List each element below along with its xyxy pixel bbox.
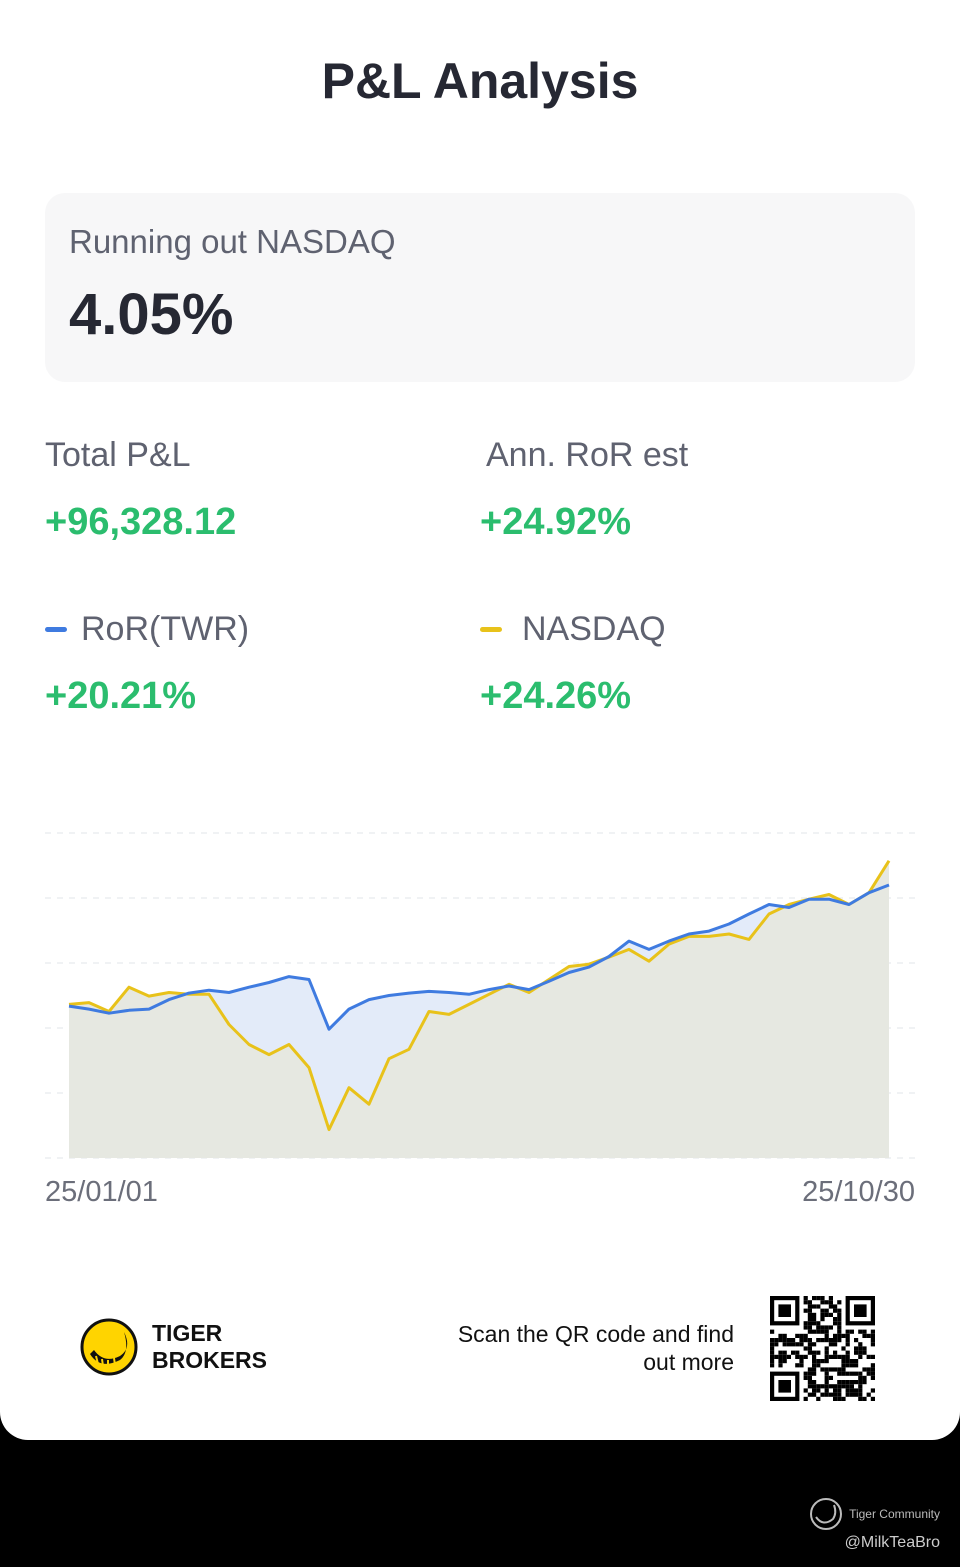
nasdaq-legend-swatch [480, 627, 502, 632]
total-pl-label: Total P&L [45, 436, 191, 474]
total-pl-value: +96,328.12 [45, 501, 237, 543]
watermark-text: Tiger Community [849, 1507, 940, 1521]
tiger-community-watermark: Tiger Community [809, 1497, 940, 1531]
summary-box: Running out NASDAQ 4.05% [45, 193, 915, 382]
nasdaq-label: NASDAQ [522, 610, 666, 648]
brand-line1: TIGER [152, 1320, 223, 1346]
ror-twr-label: RoR(TWR) [81, 610, 250, 648]
summary-label: Running out NASDAQ [69, 223, 396, 260]
pl-analysis-card: P&L Analysis Running out NASDAQ 4.05% To… [0, 0, 960, 1440]
ror-twr-value: +20.21% [45, 675, 197, 717]
tiger-community-icon [810, 1498, 843, 1530]
nasdaq-value: +24.26% [480, 675, 632, 717]
series-line-rortwr [68, 883, 890, 1031]
area-nasdaq [69, 860, 889, 1158]
ann-ror-stat: Ann. RoR est +24.92% [480, 436, 689, 544]
ann-ror-value: +24.92% [480, 501, 632, 543]
x-tick-end: 25/10/30 [802, 1176, 915, 1208]
ror-legend-swatch [45, 627, 67, 632]
nasdaq-stat: NASDAQ +24.26% [480, 610, 666, 718]
author-handle: @MilkTeaBro [844, 1534, 940, 1551]
scan-text: Scan the QR code and find out more [457, 1321, 734, 1375]
x-tick-start: 25/01/01 [45, 1176, 158, 1208]
ann-ror-label: Ann. RoR est [486, 436, 689, 474]
tiger-logo-icon [80, 1318, 138, 1376]
total-pl-stat: Total P&L +96,328.12 [45, 436, 236, 544]
ror-twr-stat: RoR(TWR) +20.21% [45, 610, 249, 718]
tiger-brokers-logo: TIGER BROKERS [80, 1318, 267, 1376]
performance-chart [45, 832, 915, 1159]
page-title: P&L Analysis [321, 53, 639, 109]
summary-value: 4.05% [69, 282, 234, 347]
series-line-nasdaq [68, 860, 891, 1132]
qr-code[interactable] [770, 1296, 875, 1401]
brand-line2: BROKERS [152, 1347, 268, 1373]
